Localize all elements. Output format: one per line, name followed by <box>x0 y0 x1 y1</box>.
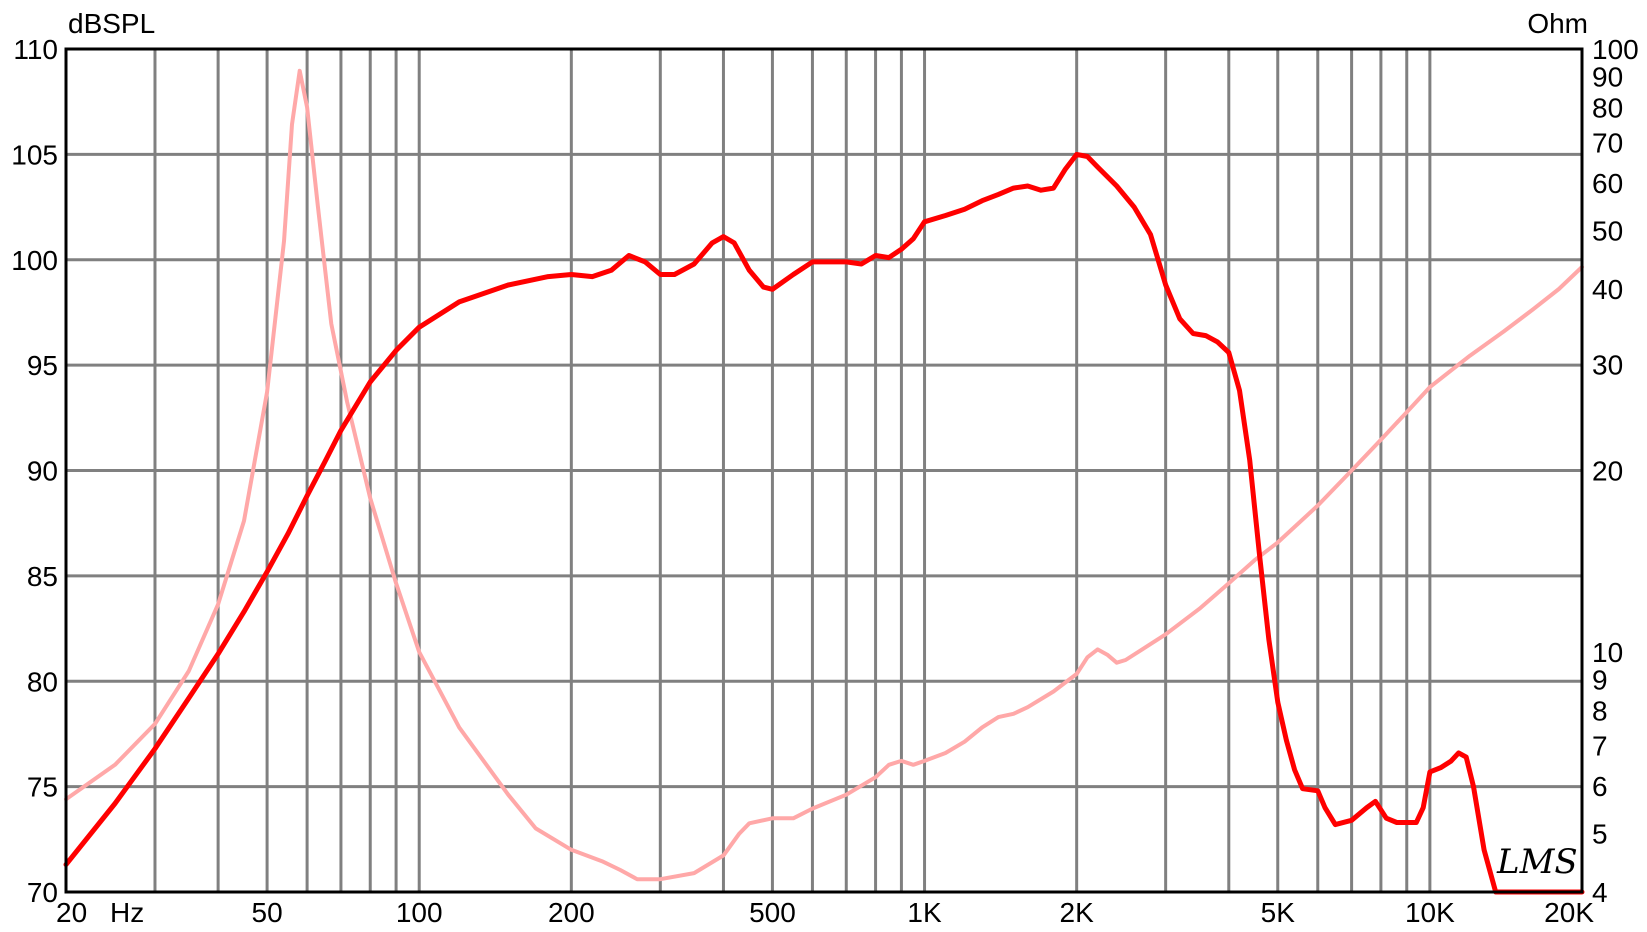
impedance-series-line <box>64 68 1584 882</box>
left-y-tick-label: 100 <box>11 245 58 276</box>
x-tick-label: 2K <box>1060 897 1095 928</box>
left-y-tick-label: 80 <box>27 666 58 697</box>
left-axis-label: dBSPL <box>68 8 155 39</box>
x-tick-labels: 20 50 100 200 500 1K 2K 5K 10K 20K <box>56 897 1594 928</box>
right-y-tick-label: 9 <box>1592 665 1608 696</box>
right-y-tick-label: 50 <box>1592 216 1623 247</box>
x-tick-label: 100 <box>396 897 443 928</box>
right-y-tick-label: 6 <box>1592 771 1608 802</box>
right-y-tick-label: 7 <box>1592 730 1608 761</box>
left-y-tick-label: 110 <box>13 34 58 65</box>
right-y-tick-label: 90 <box>1592 62 1623 93</box>
right-y-tick-label: 40 <box>1592 274 1623 305</box>
right-y-tick-label: 20 <box>1592 456 1623 487</box>
series-layer <box>63 68 1585 895</box>
x-tick-label: 20K <box>1544 897 1594 928</box>
x-tick-label: 10K <box>1405 897 1455 928</box>
x-tick-label: 200 <box>548 897 595 928</box>
left-y-tick-label: 75 <box>27 772 58 803</box>
x-tick-label: 5K <box>1261 897 1296 928</box>
right-y-tick-label: 10 <box>1592 637 1623 668</box>
right-axis-label: Ohm <box>1527 8 1588 39</box>
x-tick-label: 500 <box>749 897 796 928</box>
right-y-tick-label: 30 <box>1592 349 1623 380</box>
x-unit-label: Hz <box>110 897 144 928</box>
right-y-tick-label: 5 <box>1592 819 1608 850</box>
x-tick-label: 50 <box>252 897 283 928</box>
right-y-tick-label: 60 <box>1592 168 1623 199</box>
x-tick-label: 20 <box>56 897 87 928</box>
right-y-tick-label: 4 <box>1592 877 1608 908</box>
left-axis-tick-labels: 70 75 80 85 90 95 100 105 110 <box>11 34 58 908</box>
lms-logo: LMS <box>1496 842 1578 882</box>
plot-frame <box>64 47 1584 894</box>
right-y-tick-label: 80 <box>1592 92 1623 123</box>
left-y-tick-label: 95 <box>27 350 58 381</box>
lms-logo-text: LMS <box>1496 842 1578 882</box>
left-y-tick-label: 85 <box>27 561 58 592</box>
right-y-tick-label: 70 <box>1592 127 1623 158</box>
grid-lines <box>66 49 1582 892</box>
left-y-tick-label: 90 <box>27 456 58 487</box>
left-y-tick-label: 105 <box>11 139 58 170</box>
right-y-tick-label: 8 <box>1592 695 1608 726</box>
spl-series-line <box>63 151 1585 895</box>
right-y-tick-label: 100 <box>1592 34 1639 65</box>
x-tick-label: 1K <box>907 897 942 928</box>
left-y-tick-label: 70 <box>27 877 58 908</box>
